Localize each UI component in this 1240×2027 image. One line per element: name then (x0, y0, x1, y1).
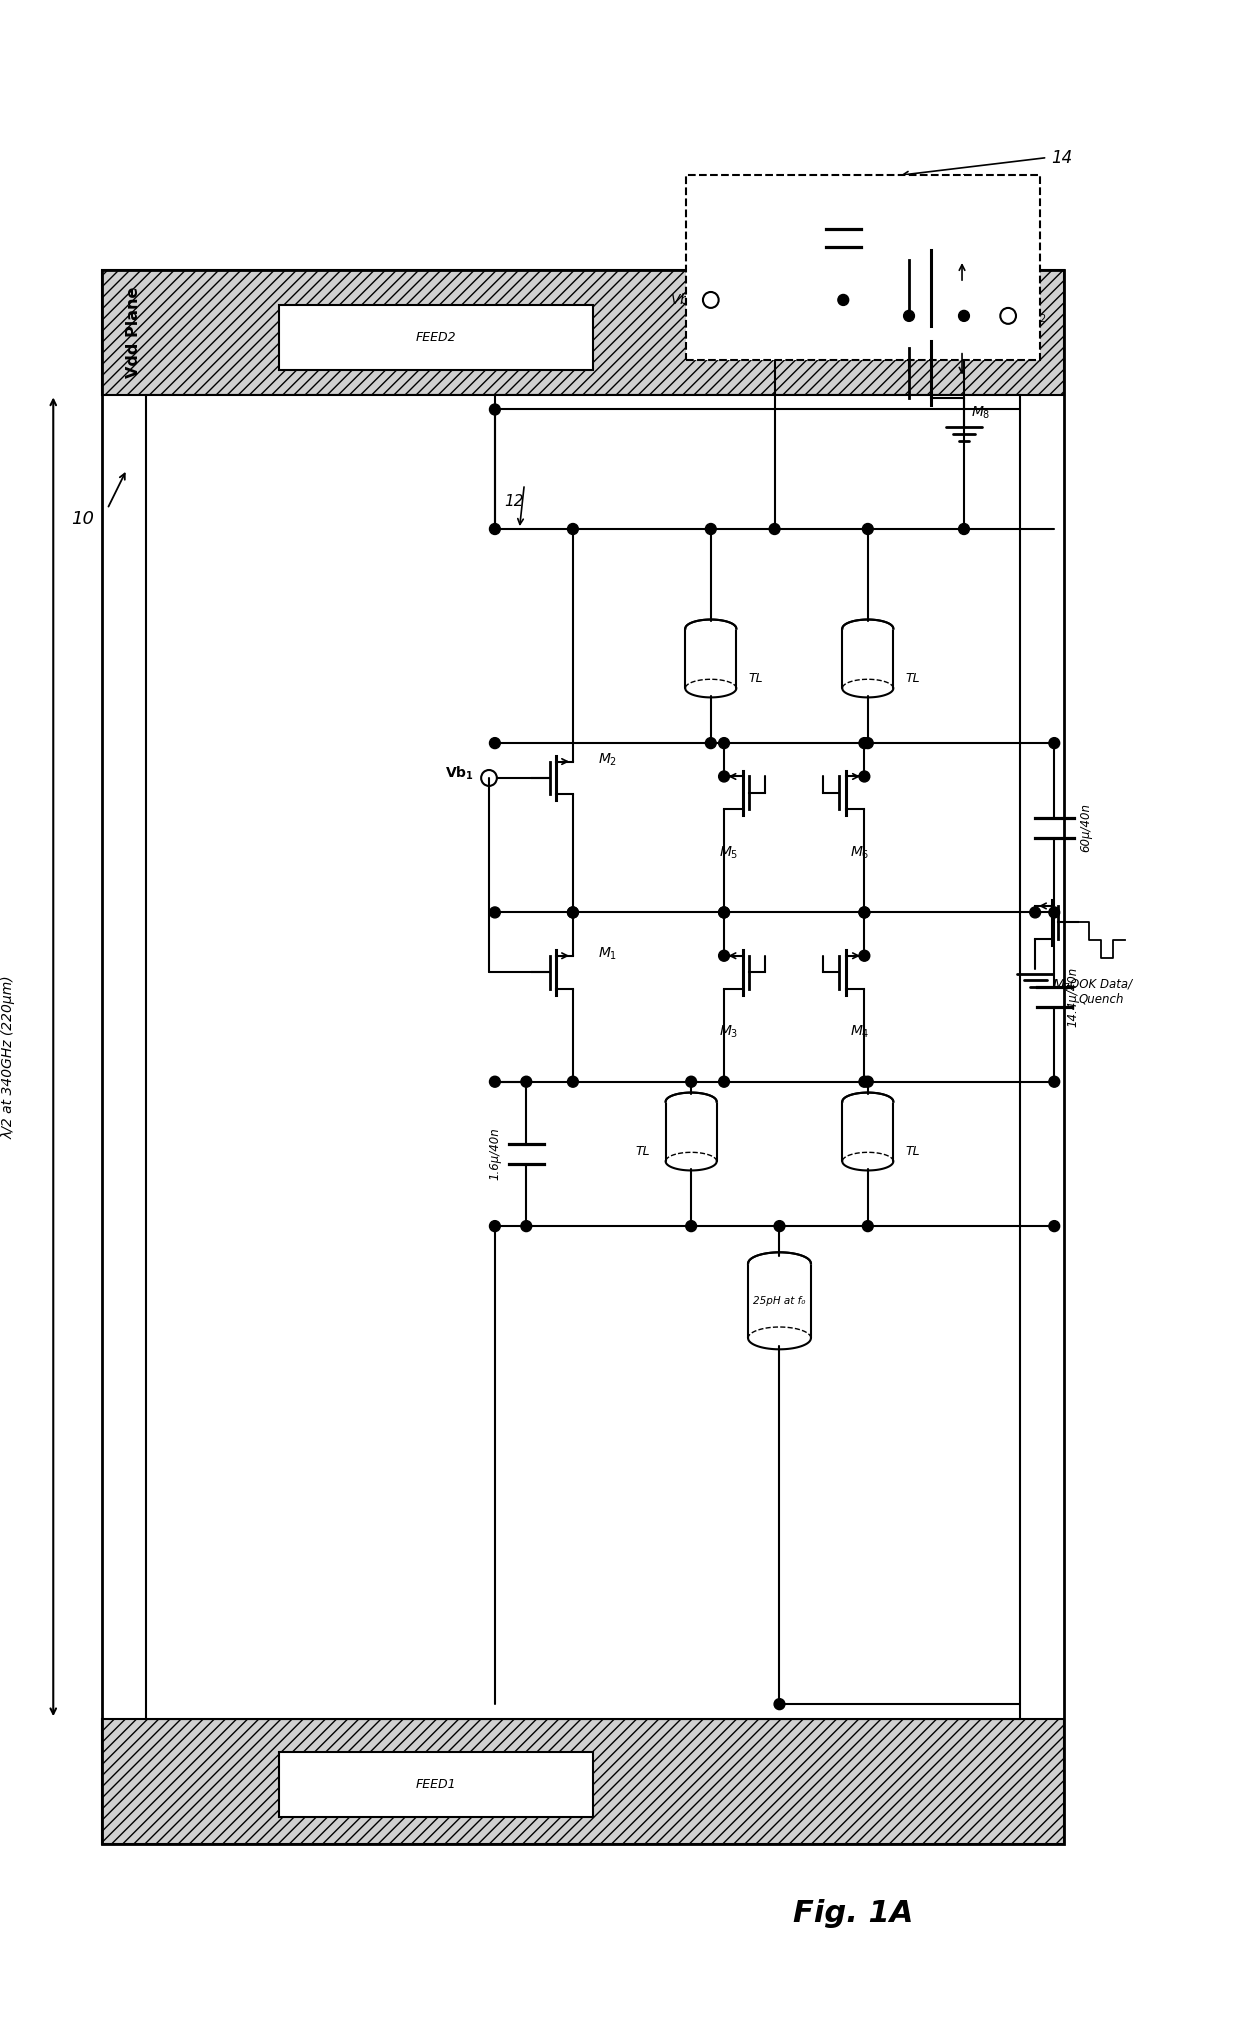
Circle shape (706, 523, 717, 535)
Text: 40KΩ: 40KΩ (765, 270, 797, 282)
Text: λ/2 at 340GHz (220μm): λ/2 at 340GHz (220μm) (2, 975, 16, 1139)
Text: 1.6μ/40n: 1.6μ/40n (489, 1127, 502, 1180)
Text: FEED2: FEED2 (415, 330, 456, 345)
Circle shape (719, 1076, 729, 1086)
Text: 60μ/40n: 60μ/40n (1079, 803, 1091, 851)
Text: 25pH at f₀: 25pH at f₀ (754, 1295, 806, 1305)
Circle shape (568, 1076, 578, 1086)
Circle shape (490, 738, 500, 748)
Circle shape (1049, 906, 1060, 918)
Bar (146, 395, 1021, 1719)
Text: $M_4$: $M_4$ (851, 1024, 869, 1040)
Circle shape (1049, 1076, 1060, 1086)
Circle shape (904, 310, 914, 322)
Circle shape (719, 906, 729, 918)
Circle shape (862, 738, 873, 748)
Circle shape (568, 906, 578, 918)
Bar (103, 270, 1064, 1845)
Circle shape (1049, 738, 1060, 748)
Circle shape (719, 906, 729, 918)
Circle shape (490, 523, 500, 535)
Circle shape (568, 906, 578, 918)
Circle shape (686, 1076, 697, 1086)
Circle shape (959, 310, 970, 322)
Text: $M_9$: $M_9$ (971, 245, 991, 261)
Text: $Vb_3$: $Vb_3$ (671, 292, 696, 308)
Bar (279, 304, 593, 369)
Circle shape (719, 951, 729, 961)
Circle shape (774, 1699, 785, 1709)
Text: $M_5$: $M_5$ (719, 845, 738, 861)
Text: $\mathbf{Vb_1}$: $\mathbf{Vb_1}$ (445, 764, 474, 782)
Text: $Vb_2$: $Vb_2$ (1021, 308, 1047, 324)
Circle shape (568, 523, 578, 535)
Bar (279, 1751, 593, 1816)
Text: $M_6$: $M_6$ (851, 845, 869, 861)
Text: 14: 14 (1052, 150, 1073, 168)
Text: $M_2$: $M_2$ (598, 752, 618, 768)
Circle shape (719, 770, 729, 782)
Circle shape (769, 523, 780, 535)
Text: TL: TL (635, 1145, 650, 1157)
Circle shape (859, 738, 869, 748)
Text: TL: TL (905, 1145, 920, 1157)
Circle shape (490, 403, 500, 416)
Circle shape (490, 1220, 500, 1232)
Text: $M_8$: $M_8$ (971, 405, 991, 422)
Circle shape (862, 1220, 873, 1232)
Circle shape (521, 1076, 532, 1086)
Text: $M_1$: $M_1$ (598, 947, 618, 963)
Bar (103, 1719, 1064, 1845)
Text: TL: TL (905, 671, 920, 685)
Text: $M_3$: $M_3$ (719, 1024, 738, 1040)
Circle shape (521, 1220, 532, 1232)
Text: 10: 10 (71, 511, 94, 529)
Circle shape (862, 523, 873, 535)
Circle shape (490, 1076, 500, 1086)
Circle shape (859, 906, 869, 918)
Circle shape (706, 738, 717, 748)
Circle shape (859, 906, 869, 918)
Bar (686, 176, 1039, 359)
Text: 14.4μ/40n: 14.4μ/40n (1066, 967, 1079, 1028)
Circle shape (1029, 906, 1040, 918)
Circle shape (490, 906, 500, 918)
Circle shape (1049, 1220, 1060, 1232)
Text: OOK Data/
Quench: OOK Data/ Quench (1070, 977, 1132, 1005)
Circle shape (959, 523, 970, 535)
Text: 3.2μ/40n: 3.2μ/40n (856, 213, 908, 225)
Text: 12: 12 (505, 495, 525, 509)
Text: FEED1: FEED1 (415, 1778, 456, 1790)
Circle shape (719, 738, 729, 748)
Circle shape (859, 951, 869, 961)
Circle shape (859, 770, 869, 782)
Circle shape (859, 1076, 869, 1086)
Text: TL: TL (748, 671, 763, 685)
Text: $M_7$: $M_7$ (1053, 977, 1071, 993)
Circle shape (838, 294, 848, 306)
Circle shape (686, 1220, 697, 1232)
Bar (103, 270, 1064, 395)
Circle shape (862, 1076, 873, 1086)
Text: Vdd Plane: Vdd Plane (126, 286, 141, 377)
Circle shape (774, 1220, 785, 1232)
Text: Fig. 1A: Fig. 1A (792, 1899, 914, 1928)
